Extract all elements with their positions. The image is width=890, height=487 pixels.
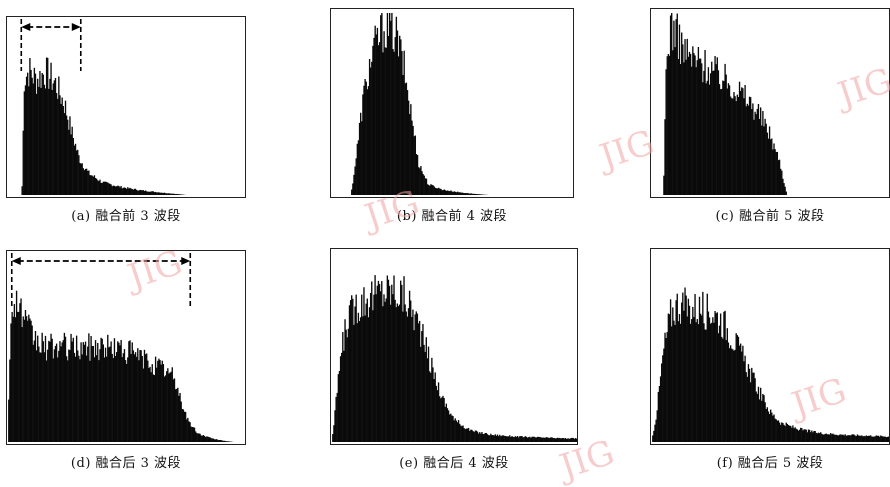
- histogram-frame-a: [6, 16, 246, 198]
- caption-c: (c) 融合前 5 波段: [650, 205, 890, 224]
- histogram-frame-c: [650, 8, 890, 198]
- caption-f: (f) 融合后 5 波段: [650, 452, 890, 471]
- histogram-chart-d: [7, 251, 245, 444]
- histogram-frame-f: [650, 248, 890, 445]
- histogram-bin: [786, 192, 787, 195]
- caption-d: (d) 融合后 3 波段: [6, 452, 246, 471]
- histogram-chart-e: [331, 249, 577, 444]
- histogram-chart-f: [651, 249, 889, 444]
- caption-e: (e) 融合后 4 波段: [330, 452, 578, 471]
- histogram-chart-a: [7, 17, 245, 197]
- range-arrow-head-left: [21, 23, 30, 31]
- range-arrow-head-left: [12, 257, 21, 265]
- histogram-frame-b: [330, 8, 574, 198]
- histogram-bin: [888, 437, 889, 442]
- range-arrow-head-right: [72, 23, 81, 31]
- range-arrow-head-right: [181, 257, 190, 265]
- histogram-frame-d: [6, 250, 246, 445]
- caption-b: (b) 融合前 4 波段: [330, 205, 574, 224]
- caption-a: (a) 融合前 3 波段: [6, 205, 246, 224]
- histogram-chart-c: [651, 9, 889, 197]
- histogram-frame-e: [330, 248, 578, 445]
- histogram-chart-b: [331, 9, 573, 197]
- histogram-bin: [576, 439, 577, 442]
